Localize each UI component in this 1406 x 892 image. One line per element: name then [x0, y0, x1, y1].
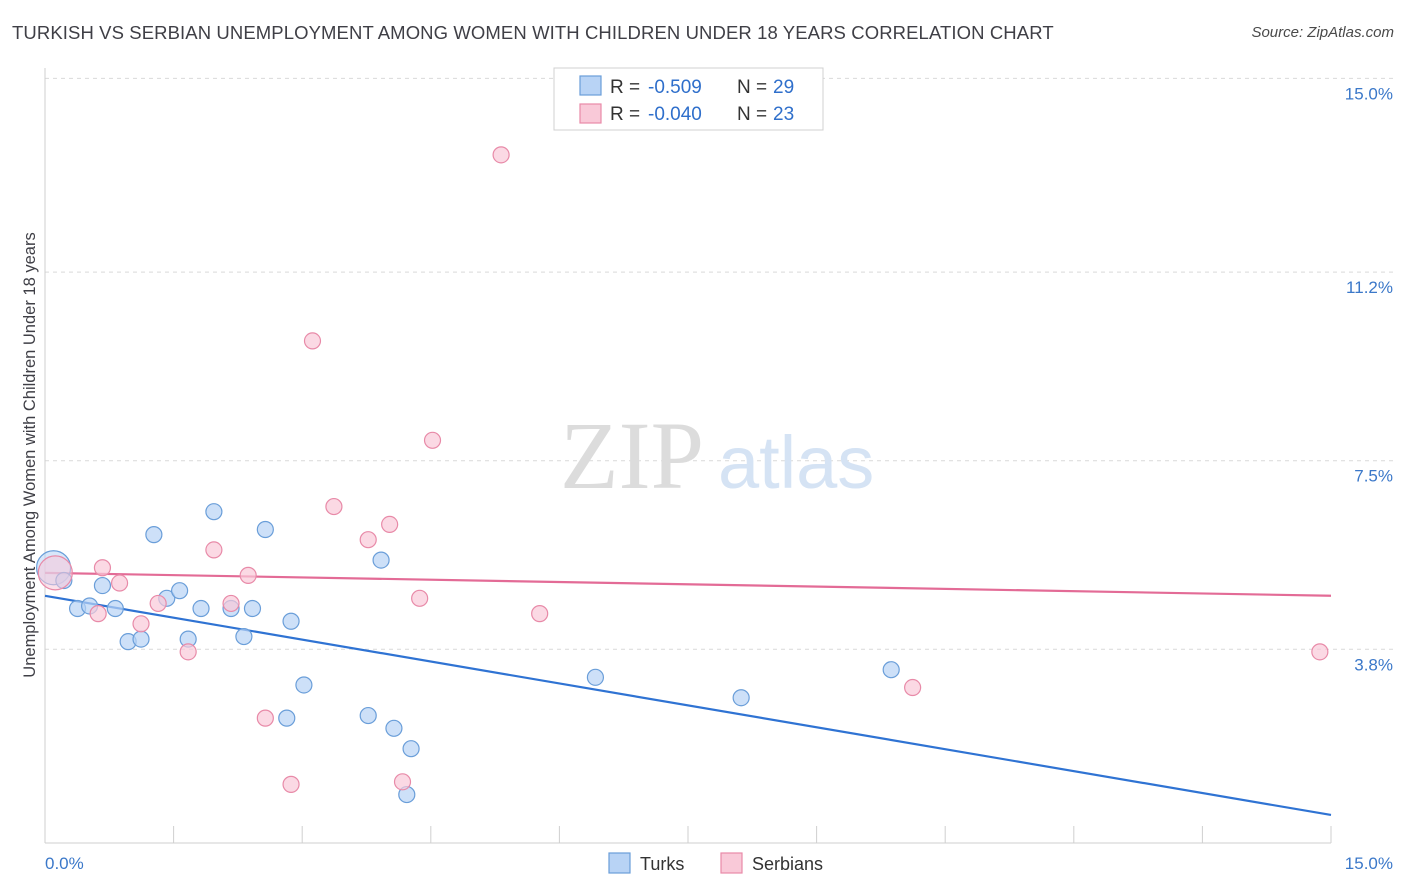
turks-point	[171, 582, 189, 600]
turks-point	[295, 676, 313, 694]
legend-serbians-label: Serbians	[752, 854, 823, 874]
legend-turks-swatch	[608, 852, 631, 874]
turks-point	[359, 706, 377, 725]
turks-r-value: -0.509	[648, 77, 702, 98]
serbians-point	[132, 615, 150, 633]
legend-turks-label: Turks	[640, 854, 684, 874]
serbians-point	[179, 643, 197, 661]
serbians-n-value: 23	[773, 104, 794, 125]
turks-point	[235, 627, 253, 646]
grid-lines	[45, 77, 1393, 650]
x-tick-labels: 0.0% 15.0%	[45, 854, 1393, 873]
serbians-point	[423, 431, 442, 449]
serbians-point	[411, 589, 429, 607]
turks-point	[145, 526, 163, 544]
y-tick-label: 7.5%	[1354, 467, 1393, 486]
serbians-point	[904, 678, 922, 697]
serbians-r-label: R =	[610, 104, 640, 125]
turks-point	[106, 599, 124, 618]
serbians-point	[282, 775, 300, 793]
turks-point	[372, 551, 390, 569]
x-tick-label-max: 15.0%	[1345, 854, 1393, 873]
turks-point	[282, 612, 300, 630]
turks-point	[243, 599, 262, 618]
chart-title: TURKISH VS SERBIAN UNEMPLOYMENT AMONG WO…	[12, 22, 1054, 43]
turks-point	[882, 661, 900, 679]
turks-point	[278, 709, 296, 727]
serbians-point	[325, 497, 343, 516]
turks-point	[205, 503, 223, 521]
legend-serbians-swatch	[720, 852, 743, 874]
turks-point	[385, 719, 403, 737]
stats-legend-box: R = -0.509 N = 29 R = -0.040 N = 23	[553, 67, 824, 131]
serbians-point	[37, 555, 73, 591]
serbians-point	[381, 515, 399, 534]
x-ticks	[44, 826, 1332, 843]
data-points	[35, 146, 1329, 804]
watermark: ZIP atlas	[560, 402, 874, 509]
source-label: Source: ZipAtlas.com	[1251, 24, 1394, 41]
x-tick-label-min: 0.0%	[45, 854, 84, 873]
turks-point	[402, 740, 420, 758]
serbians-point	[531, 605, 549, 623]
watermark-zip: ZIP	[560, 402, 704, 509]
turks-point	[192, 599, 210, 618]
serbians-point	[222, 594, 240, 613]
serbians-point	[93, 559, 112, 577]
serbians-n-label: N =	[737, 104, 767, 125]
serbians-point	[149, 594, 167, 613]
serbians-point	[1311, 643, 1329, 661]
serbians-point	[393, 773, 412, 791]
serbians-r-value: -0.040	[648, 104, 702, 125]
serbians-point	[492, 146, 510, 164]
turks-trend-line	[44, 594, 1332, 817]
turks-point	[732, 689, 750, 707]
watermark-atlas: atlas	[718, 421, 874, 504]
serbians-swatch	[579, 103, 602, 124]
y-tick-label: 15.0%	[1345, 84, 1393, 103]
serbians-trend-line	[44, 571, 1332, 597]
turks-swatch	[579, 75, 602, 96]
turks-r-label: R =	[610, 77, 640, 98]
serbians-point	[303, 332, 322, 350]
y-tick-label: 11.2%	[1346, 278, 1393, 297]
turks-point	[256, 520, 274, 539]
turks-n-label: N =	[737, 77, 767, 98]
serbians-point	[110, 574, 129, 592]
y-axis-label: Unemployment Among Women with Children U…	[21, 232, 39, 677]
serbians-point	[256, 709, 274, 727]
serbians-point	[89, 605, 107, 623]
turks-point	[132, 630, 150, 648]
trend-lines	[44, 571, 1332, 817]
turks-n-value: 29	[773, 77, 794, 98]
serbians-point	[239, 566, 257, 584]
serbians-point	[359, 531, 377, 549]
serbians-point	[205, 541, 223, 559]
y-tick-labels: 3.8% 7.5% 11.2% 15.0%	[1345, 84, 1393, 674]
turks-point	[93, 576, 112, 595]
turks-point	[586, 668, 605, 686]
bottom-legend: Turks Serbians	[608, 852, 823, 874]
y-tick-label: 3.8%	[1354, 655, 1393, 674]
